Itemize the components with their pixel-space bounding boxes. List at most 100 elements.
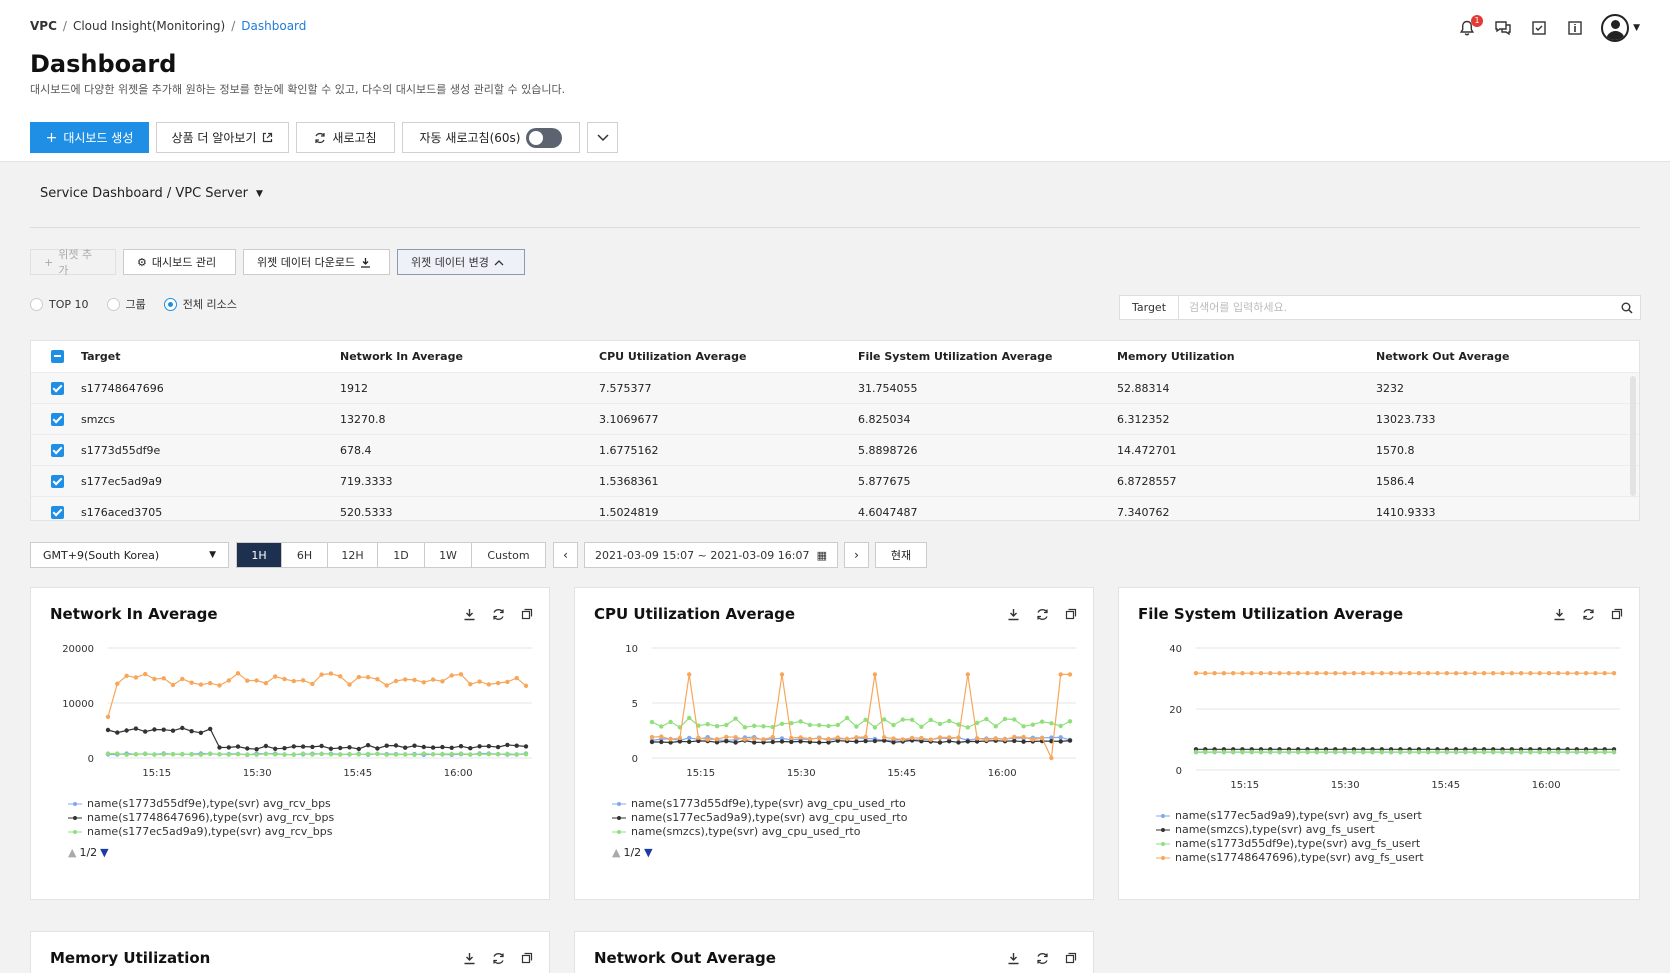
user-menu[interactable]: ▼ [1601, 14, 1640, 42]
next-period-button[interactable]: › [844, 542, 869, 568]
data-point [365, 675, 371, 680]
column-header[interactable]: Target [81, 350, 121, 363]
breadcrumb-dashboard[interactable]: Dashboard [241, 19, 307, 33]
download-icon[interactable] [463, 952, 476, 965]
refresh-button[interactable]: 새로고침 [296, 122, 395, 153]
period-display[interactable]: 2021-03-09 15:07 ~ 2021-03-09 16:07 ▦ [584, 542, 838, 568]
auto-refresh-toggle[interactable] [526, 127, 563, 148]
table-scrollbar[interactable] [1630, 376, 1636, 496]
search-icon[interactable] [1614, 302, 1640, 314]
radio-all-resources[interactable]: 전체 리소스 [163, 296, 237, 312]
column-header[interactable]: File System Utilization Average [858, 350, 1053, 363]
more-dropdown-button[interactable] [587, 122, 618, 153]
data-point [124, 673, 129, 678]
avatar[interactable] [1601, 14, 1630, 42]
breadcrumb-cloud-insight[interactable]: Cloud Insight(Monitoring) [72, 19, 226, 33]
legend-swatch [612, 816, 626, 820]
legend-item[interactable]: name(smzcs),type(svr) avg_cpu_used_rto [612, 825, 907, 839]
table-row[interactable]: s17748647696 1912 7.575377 31.754055 52.8831… [31, 373, 1639, 404]
table-row[interactable]: s177ec5ad9a9 719.3333 1.5368361 5.877675 6.8… [31, 466, 1639, 497]
x-tick-label: 15:45 [1431, 780, 1460, 791]
legend-item[interactable]: name(s17748647696),type(svr) avg_fs_user… [1156, 851, 1424, 865]
legend-item[interactable]: name(s1773d55df9e),type(svr) avg_rcv_bps [68, 797, 334, 811]
prev-page-icon[interactable]: ▲ [612, 846, 621, 859]
search-input[interactable] [1179, 301, 1614, 314]
chevron-down-icon [596, 133, 609, 141]
next-page-icon[interactable]: ▼ [100, 846, 109, 859]
info-box-icon[interactable] [1565, 18, 1585, 38]
column-header[interactable]: CPU Utilization Average [599, 350, 747, 363]
range-1d[interactable]: 1D [378, 543, 425, 567]
auto-refresh-control[interactable]: 자동 새로고침(60s) [402, 122, 580, 153]
data-point [133, 675, 139, 680]
data-point [1509, 671, 1514, 676]
download-widget-data-button[interactable]: 위젯 데이터 다운로드 [243, 249, 390, 275]
timezone-select[interactable]: GMT+9(South Korea) ▼ [30, 542, 229, 568]
refresh-icon[interactable] [1036, 952, 1049, 965]
search-label[interactable]: Target [1120, 296, 1179, 319]
expand-icon[interactable] [1065, 608, 1077, 620]
data-point [375, 751, 380, 757]
download-icon[interactable] [1007, 952, 1020, 965]
expand-icon[interactable] [521, 952, 533, 964]
range-1w[interactable]: 1W [425, 543, 472, 567]
line-chart: 0 20 40 15:15 15:30 15:45 16:00 [1169, 644, 1620, 791]
range-6h[interactable]: 6H [282, 543, 328, 567]
dashboard-selector[interactable]: Service Dashboard / VPC Server ▼ [40, 186, 263, 201]
breadcrumb-vpc[interactable]: VPC [30, 19, 57, 33]
table-cell: 520.5333 [340, 505, 393, 519]
legend-item[interactable]: name(s177ec5ad9a9),type(svr) avg_cpu_use… [612, 811, 907, 825]
data-point [245, 678, 250, 683]
legend-item[interactable]: name(s177ec5ad9a9),type(svr) avg_rcv_bps [68, 825, 334, 839]
row-checkbox[interactable] [51, 412, 64, 426]
range-custom[interactable]: Custom [472, 543, 545, 567]
data-point [486, 744, 491, 749]
column-header[interactable]: Network In Average [340, 350, 463, 363]
row-checkbox[interactable] [51, 381, 64, 395]
add-widget-button[interactable]: + 위젯 추가 [30, 248, 116, 277]
column-header[interactable]: Network Out Average [1376, 350, 1510, 363]
learn-more-button[interactable]: 상품 더 알아보기 [156, 122, 289, 153]
expand-icon[interactable] [1611, 608, 1623, 620]
table-row[interactable]: s176aced3705 520.5333 1.5024819 4.6047487 7.… [31, 497, 1639, 520]
calendar-icon: ▦ [816, 548, 827, 562]
now-button[interactable]: 현재 [875, 542, 927, 568]
download-icon[interactable] [463, 608, 476, 621]
column-header[interactable]: Memory Utilization [1117, 350, 1235, 363]
table-row[interactable]: s1773d55df9e 678.4 1.6775162 5.8898726 14.47… [31, 435, 1639, 466]
document-check-icon[interactable] [1529, 18, 1549, 38]
refresh-icon[interactable] [492, 608, 505, 621]
refresh-icon[interactable] [1036, 608, 1049, 621]
expand-icon[interactable] [521, 608, 533, 620]
prev-period-button[interactable]: ‹ [553, 542, 578, 568]
row-checkbox[interactable] [51, 443, 64, 457]
next-page-icon[interactable]: ▼ [644, 846, 653, 859]
manage-dashboard-button[interactable]: ⚙ 대시보드 관리 [123, 249, 236, 275]
refresh-icon[interactable] [492, 952, 505, 965]
chat-icon[interactable] [1493, 18, 1513, 38]
download-icon[interactable] [1553, 608, 1566, 621]
create-dashboard-button[interactable]: + 대시보드 생성 [30, 122, 149, 153]
change-widget-data-button[interactable]: 위젯 데이터 변경 [397, 249, 525, 275]
download-icon[interactable] [1007, 608, 1020, 621]
data-point [208, 726, 213, 732]
table-row[interactable]: smzcs 13270.8 3.1069677 6.825034 6.312352 130… [31, 404, 1639, 435]
refresh-icon[interactable] [1582, 608, 1595, 621]
radio-group[interactable]: 그룹 [106, 296, 146, 312]
row-checkbox[interactable] [51, 474, 64, 488]
legend-item[interactable]: name(smzcs),type(svr) avg_fs_usert [1156, 823, 1424, 837]
data-point [1067, 672, 1073, 677]
range-1h[interactable]: 1H [237, 543, 282, 567]
legend-item[interactable]: name(s1773d55df9e),type(svr) avg_cpu_use… [612, 797, 907, 811]
expand-icon[interactable] [1065, 952, 1077, 964]
prev-page-icon[interactable]: ▲ [68, 846, 77, 859]
select-all-checkbox[interactable] [51, 350, 64, 363]
radio-top10[interactable]: TOP 10 [30, 296, 89, 312]
legend-item[interactable]: name(s17748647696),type(svr) avg_rcv_bps [68, 811, 334, 825]
x-tick-label: 15:15 [686, 768, 715, 779]
range-12h[interactable]: 12H [328, 543, 378, 567]
legend-item[interactable]: name(s177ec5ad9a9),type(svr) avg_fs_user… [1156, 809, 1424, 823]
legend-item[interactable]: name(s1773d55df9e),type(svr) avg_fs_user… [1156, 837, 1424, 851]
row-checkbox[interactable] [51, 505, 64, 519]
notification-bell-icon[interactable]: 1 [1457, 15, 1484, 38]
